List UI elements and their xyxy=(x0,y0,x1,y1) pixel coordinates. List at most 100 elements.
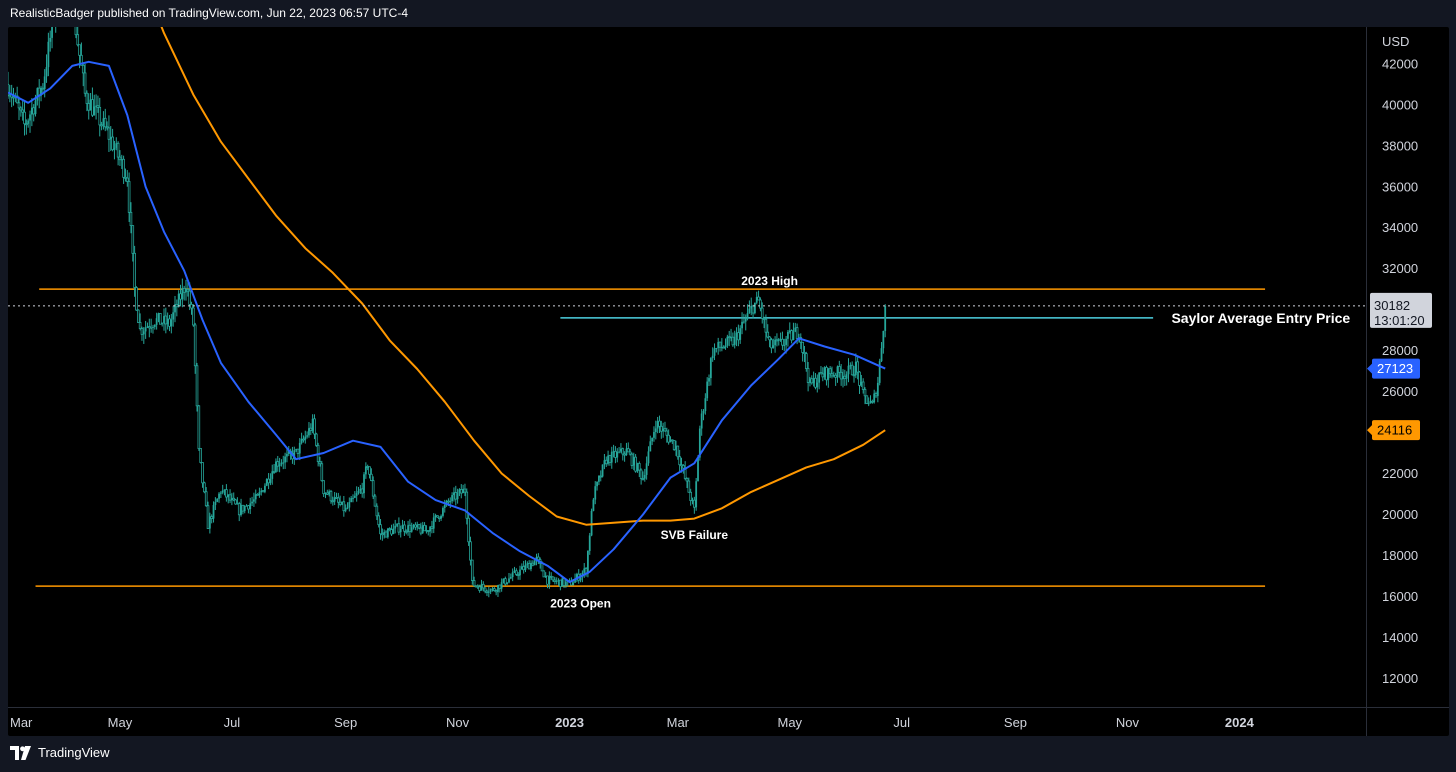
candle-body-up xyxy=(218,493,220,499)
candle-body-up xyxy=(654,428,657,433)
tradingview-brand[interactable]: TradingView xyxy=(10,745,110,760)
candle-body-up xyxy=(363,474,365,494)
candle-body-down xyxy=(342,501,346,512)
candle-body-up xyxy=(783,344,786,346)
candle-body-up xyxy=(511,572,514,578)
candle-body-down xyxy=(397,523,401,533)
candle-body-up xyxy=(519,569,521,576)
time-axis[interactable]: Mar May Jul Sep Nov 2023 Mar May Jul Sep Nov 2024 xyxy=(8,707,1449,731)
candle-body-up xyxy=(779,339,782,341)
price-axis[interactable]: USD1200014000160001800020000220002400026… xyxy=(1366,27,1433,736)
candle-body-up xyxy=(596,481,598,487)
candle-body-down xyxy=(83,72,87,94)
candle-body-up xyxy=(352,497,354,499)
candle-body-up xyxy=(348,502,351,508)
candle-body-down xyxy=(693,499,696,508)
candle-body-down xyxy=(863,389,867,397)
candle-body-down xyxy=(493,588,496,591)
candle-body-up xyxy=(748,308,751,314)
candle-body-up xyxy=(245,505,248,507)
candle-body-down xyxy=(423,524,426,532)
candle-body-up xyxy=(774,339,776,346)
candle-body-up xyxy=(144,327,147,332)
countdown-label: 13:01:20 xyxy=(1374,313,1425,328)
candle-body-up xyxy=(350,498,353,503)
candle-body-down xyxy=(388,528,392,531)
y-tick-label: 32000 xyxy=(1382,261,1418,276)
candle-body-up xyxy=(416,524,419,528)
candle-body-down xyxy=(718,341,722,348)
candle-body-up xyxy=(287,451,290,454)
candle-body-up xyxy=(726,336,729,346)
candle-body-down xyxy=(658,420,661,427)
candle-body-down xyxy=(210,516,214,519)
candle-body-down xyxy=(825,367,828,381)
candle-body-down xyxy=(195,365,199,407)
candle-body-down xyxy=(76,34,80,46)
candle-body-up xyxy=(172,312,175,320)
level-lines[interactable] xyxy=(35,288,1266,587)
y-tick-label: 34000 xyxy=(1382,220,1418,235)
price-chart[interactable]: 2023 High SVB Failure 2023 Open Saylor Aver… xyxy=(8,27,1449,736)
candle-body-down xyxy=(237,503,241,516)
candle-body-down xyxy=(204,491,208,507)
candle-body-down xyxy=(861,381,865,390)
candle-body-up xyxy=(832,375,835,377)
candle-body-up xyxy=(607,455,609,464)
sma-value-label: 24116 xyxy=(1377,423,1412,438)
x-tick-label: Sep xyxy=(1004,715,1027,730)
candle-body-down xyxy=(105,126,109,129)
annotation-label: Saylor Average Entry Price xyxy=(1171,310,1350,326)
candle-body-down xyxy=(129,211,133,227)
candle-body-up xyxy=(216,498,219,502)
candle-body-up xyxy=(185,289,187,293)
candle-body-down xyxy=(476,585,480,588)
candle-body-up xyxy=(750,305,753,309)
candle-body-down xyxy=(338,501,342,505)
candle-body-up xyxy=(181,288,184,300)
candle-body-down xyxy=(634,456,637,472)
candle-body-up xyxy=(849,365,852,367)
candle-body-up xyxy=(809,378,811,383)
candle-body-up xyxy=(489,589,492,592)
x-tick-label: Jul xyxy=(893,715,910,730)
candle-body-down xyxy=(795,327,799,339)
candle-body-down xyxy=(381,533,384,536)
candle-body-up xyxy=(243,506,246,512)
candle-body-up xyxy=(253,499,255,502)
candle-body-down xyxy=(148,326,151,329)
candle-body-up xyxy=(616,452,619,458)
candle-body-up xyxy=(260,490,263,493)
candle-body-down xyxy=(637,463,641,471)
candle-body-down xyxy=(522,566,525,571)
candle-body-up xyxy=(594,486,597,500)
candle-body-up xyxy=(251,501,253,504)
candle-body-up xyxy=(742,321,745,323)
candle-body-down xyxy=(676,445,680,458)
candle-body-down xyxy=(623,453,626,456)
candle-body-up xyxy=(656,421,659,429)
candle-body-up xyxy=(755,297,758,303)
moving-averages xyxy=(8,27,886,584)
candle-body-up xyxy=(509,577,512,579)
candle-body-up xyxy=(691,500,694,502)
candle-body-down xyxy=(329,490,333,502)
y-tick-label: 12000 xyxy=(1382,671,1418,686)
candle-body-down xyxy=(821,373,825,378)
candle-body-down xyxy=(368,466,371,475)
candle-body-up xyxy=(429,526,431,532)
candle-body-down xyxy=(302,438,305,441)
candle-body-down xyxy=(136,309,140,323)
candle-body-down xyxy=(360,488,364,494)
candle-body-up xyxy=(120,159,123,161)
candle-body-down xyxy=(830,373,834,377)
candle-body-up xyxy=(669,439,672,443)
candle-body-up xyxy=(548,576,551,585)
candle-body-down xyxy=(527,563,531,570)
candle-body-up xyxy=(221,490,224,493)
candle-body-up xyxy=(632,457,635,466)
candle-body-up xyxy=(265,479,268,486)
candle-body-up xyxy=(620,448,622,452)
chart-pane[interactable]: 2023 High SVB Failure 2023 Open Saylor Aver… xyxy=(8,27,1449,736)
candle-body-down xyxy=(96,105,100,108)
